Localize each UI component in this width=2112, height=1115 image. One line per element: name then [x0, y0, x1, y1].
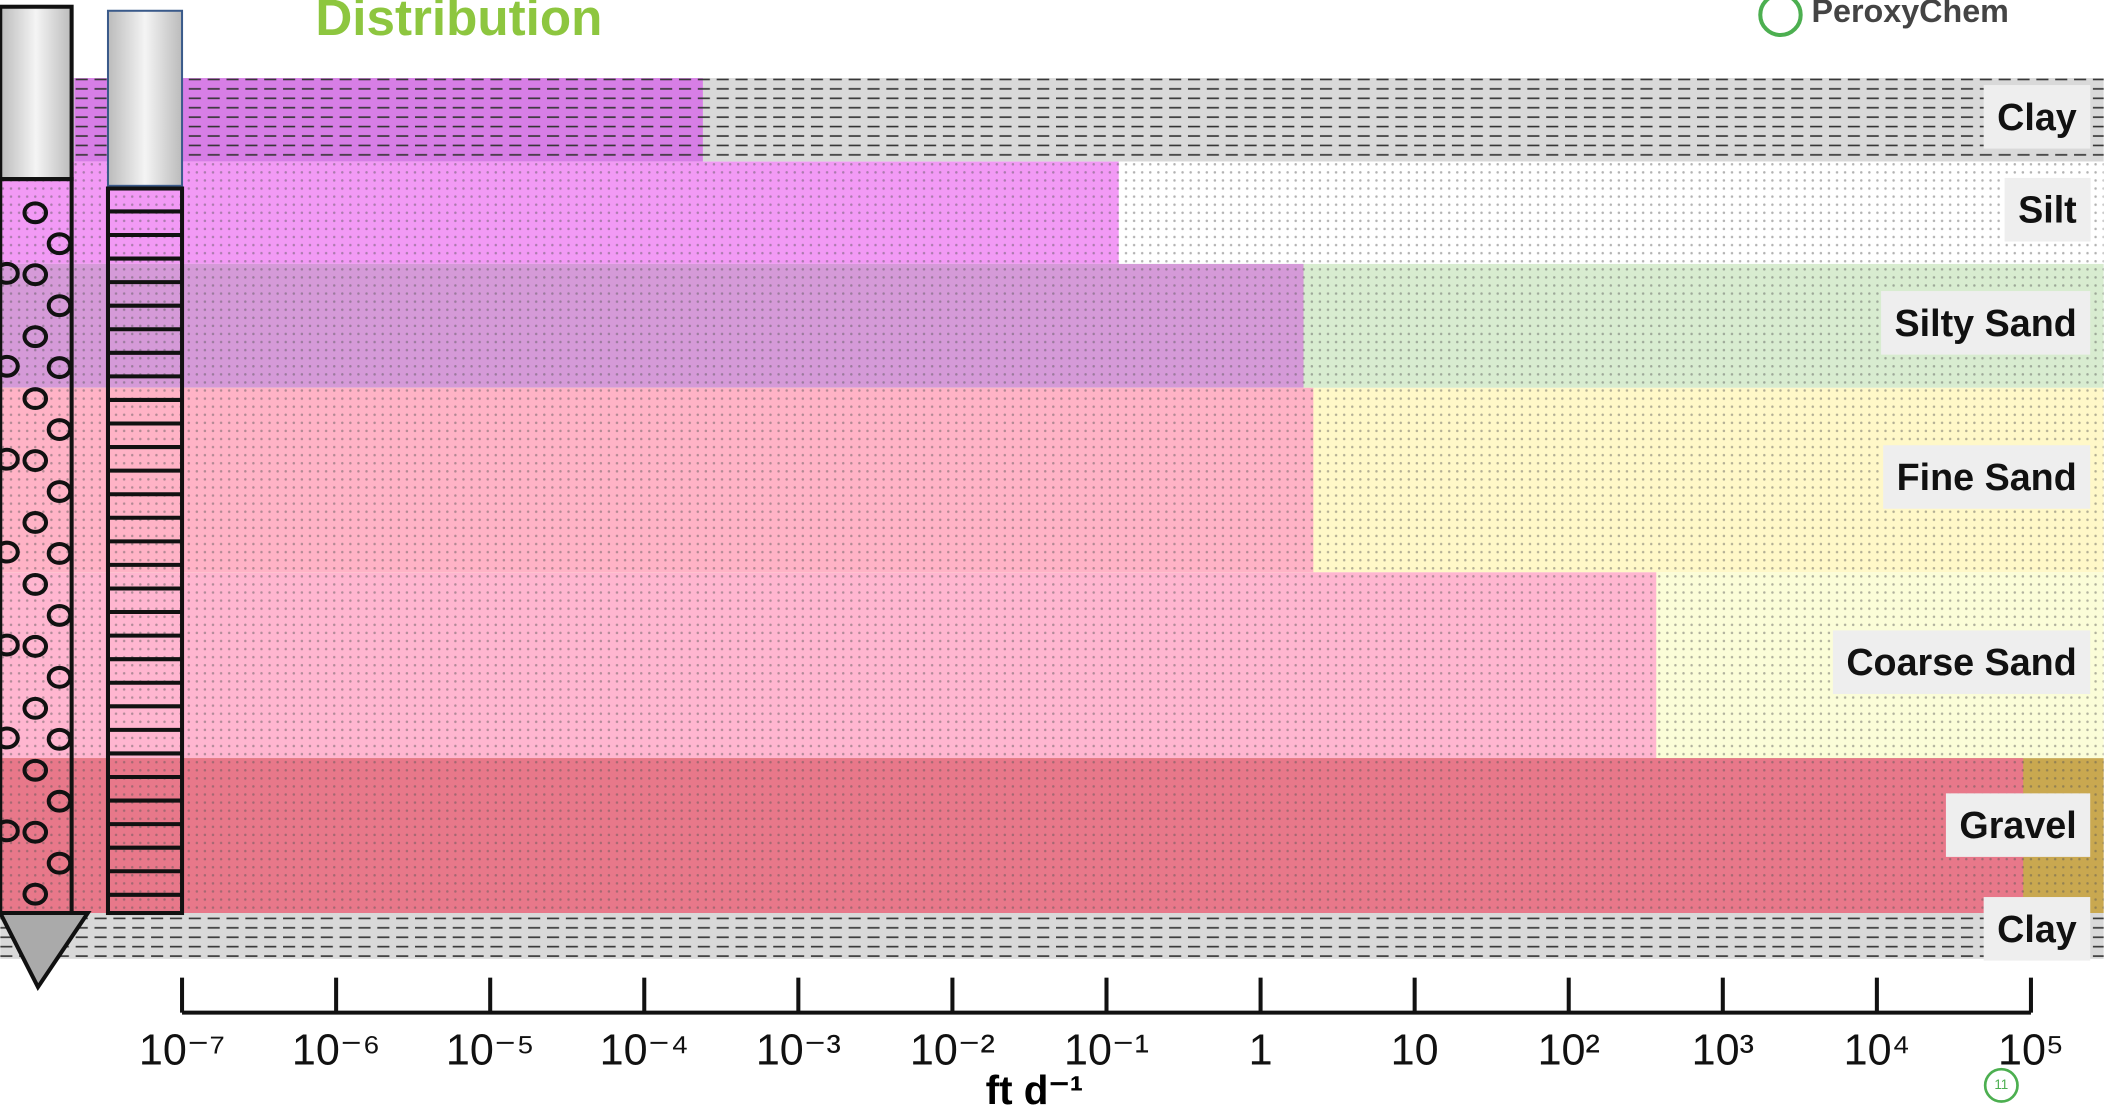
gravel-pebble — [46, 542, 73, 565]
gravel-pebble — [0, 633, 20, 657]
casing — [0, 4, 74, 182]
x-tick-label: 10 — [1391, 1026, 1439, 1074]
gravel-pebble — [46, 851, 73, 875]
slide-title: Distribution — [315, 0, 602, 46]
soil-texture — [0, 758, 2104, 914]
gravel-pebble — [0, 261, 20, 285]
label-box — [1983, 85, 2091, 149]
x-tick-label: 10³ — [1692, 1026, 1754, 1074]
gravel-pebble — [0, 354, 20, 378]
gravel-pebble — [22, 758, 49, 782]
gravel-pebble — [22, 696, 49, 720]
page-badge — [1983, 1067, 2019, 1103]
category-label: Clay — [1997, 96, 2077, 138]
gravel-pebble — [22, 882, 49, 906]
x-tick-label: 10⁵ — [1998, 1026, 2064, 1074]
gravel-pebble — [22, 325, 49, 349]
logo: PeroxyChem — [1811, 0, 2008, 29]
bands: Clay Silt Silty Sand Fine Sand Coarse Sand Gr… — [0, 78, 2104, 961]
category-label: Clay — [1997, 908, 2077, 950]
screen — [105, 186, 185, 916]
gravel-pebble — [22, 201, 49, 225]
x-tick-label: 10⁻² — [910, 1026, 995, 1074]
x-tick-label: 10⁻⁶ — [292, 1026, 380, 1074]
gravel-pebble — [22, 449, 49, 472]
gravel-pebble — [22, 263, 49, 287]
x-tick-label: 10⁻³ — [756, 1026, 841, 1074]
x-tick-label: 10⁻⁵ — [446, 1026, 535, 1074]
well-tip — [0, 910, 92, 992]
x-tick-label: 10² — [1538, 1026, 1600, 1074]
gravel-pebble — [22, 387, 49, 411]
label-box — [1983, 897, 2091, 961]
gravel-pebble — [46, 603, 73, 627]
soil-texture — [0, 387, 2104, 573]
x-tick-label: 10⁻⁷ — [139, 1026, 225, 1074]
x-tick-label: 10⁻¹ — [1064, 1026, 1149, 1074]
soil-texture — [0, 78, 2104, 162]
gravel-pebble — [46, 727, 73, 751]
soil-texture — [0, 572, 2104, 759]
x-tick-label: 10⁻⁴ — [600, 1026, 689, 1074]
gravel-pebble — [46, 665, 73, 689]
x-tick-label: 1 — [1249, 1026, 1273, 1074]
category-label: Silty Sand — [1895, 302, 2077, 344]
gravel-pebble — [46, 232, 73, 256]
page-number: 11 — [1994, 1077, 2008, 1092]
x-axis-label: ft d⁻¹ — [986, 1067, 1084, 1113]
gravel-pebble — [0, 540, 20, 564]
riser — [106, 9, 184, 187]
gravel-pebble — [0, 726, 20, 750]
soil-texture — [0, 913, 2104, 959]
label-box — [1945, 793, 2091, 857]
category-label: Gravel — [1959, 804, 2076, 846]
gravel-pebble — [46, 294, 73, 318]
gravel-pebble — [0, 819, 20, 843]
category-label: Silt — [2018, 189, 2077, 231]
gravel-pebble — [0, 447, 20, 471]
gravel-pebble — [46, 418, 73, 442]
gravel-pebble — [22, 820, 49, 844]
category-label: Coarse Sand — [1846, 641, 2076, 683]
gravel-pebble — [22, 634, 49, 658]
gravel-pebble — [46, 356, 73, 380]
label-box — [1881, 291, 2091, 355]
label-box — [1832, 630, 2091, 694]
label-box — [1883, 445, 2091, 509]
category-label: Fine Sand — [1897, 456, 2077, 498]
x-axis: 10⁻⁷ 10⁻⁶ 10⁻⁵ 10⁻⁴ 10⁻³ 10⁻² 10⁻¹ 1 10 10² 10³ 10⁴… — [139, 977, 2064, 1074]
gravel-pebble — [22, 511, 49, 534]
well-diagram — [0, 4, 185, 992]
logo-icon — [1758, 0, 1803, 38]
x-tick-label: 10⁴ — [1844, 1026, 1910, 1074]
gravel-pebble — [46, 480, 73, 503]
gravel-pebble — [22, 572, 49, 596]
soil-texture — [0, 263, 2104, 388]
label-box — [2004, 177, 2091, 242]
gravel-pebble — [46, 789, 73, 813]
soil-texture — [0, 161, 2104, 264]
